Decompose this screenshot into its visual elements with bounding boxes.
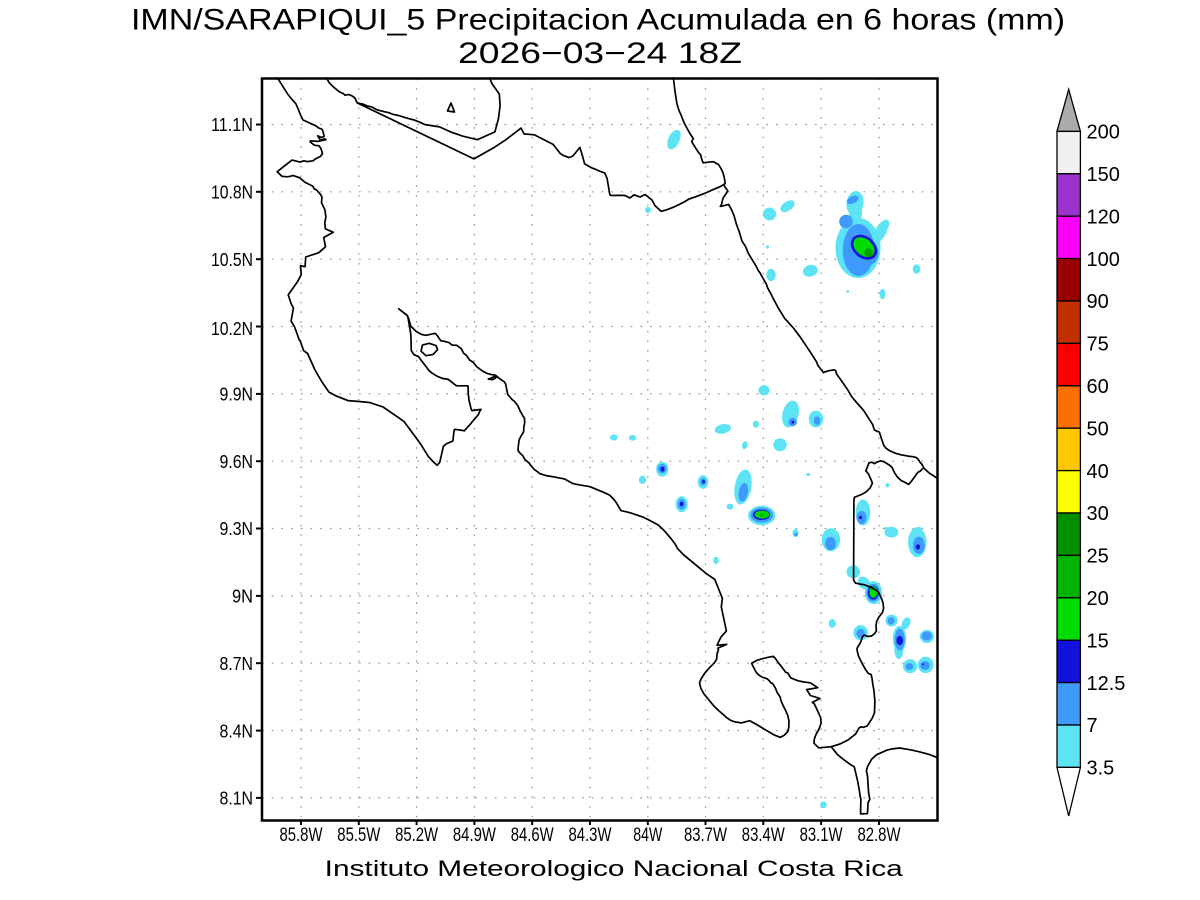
svg-text:IMN/SARAPIQUI_5 Precipitacion: IMN/SARAPIQUI_5 Precipitacion Acumulada … (131, 4, 1065, 37)
svg-text:25: 25 (1087, 546, 1109, 568)
svg-text:15: 15 (1087, 630, 1109, 652)
svg-text:75: 75 (1087, 334, 1109, 356)
svg-text:11.1N: 11.1N (211, 114, 253, 135)
svg-text:10.8N: 10.8N (211, 182, 253, 203)
svg-text:83.1W: 83.1W (800, 825, 843, 846)
svg-text:9.9N: 9.9N (220, 384, 254, 405)
svg-text:10.5N: 10.5N (211, 249, 253, 270)
svg-text:100: 100 (1087, 249, 1120, 271)
svg-text:8.1N: 8.1N (220, 788, 254, 809)
svg-text:2026−03−24 18Z: 2026−03−24 18Z (458, 37, 742, 70)
svg-text:9.3N: 9.3N (220, 518, 254, 539)
svg-text:8.7N: 8.7N (220, 653, 254, 674)
svg-text:50: 50 (1087, 418, 1109, 440)
svg-text:20: 20 (1087, 588, 1109, 610)
svg-text:40: 40 (1087, 461, 1109, 483)
svg-text:3.5: 3.5 (1087, 758, 1115, 780)
svg-text:8.4N: 8.4N (220, 720, 254, 741)
svg-text:82.8W: 82.8W (858, 825, 901, 846)
svg-text:9N: 9N (232, 586, 253, 607)
svg-text:85.5W: 85.5W (337, 825, 380, 846)
svg-text:60: 60 (1087, 376, 1109, 398)
svg-text:85.8W: 85.8W (280, 825, 323, 846)
svg-text:Instituto Meteorologico Nacion: Instituto Meteorologico Nacional Costa R… (325, 856, 904, 881)
svg-text:90: 90 (1087, 291, 1109, 313)
svg-text:84.3W: 84.3W (569, 825, 612, 846)
svg-text:84W: 84W (633, 825, 662, 846)
svg-text:83.7W: 83.7W (684, 825, 727, 846)
svg-text:120: 120 (1087, 206, 1120, 228)
svg-text:30: 30 (1087, 503, 1109, 525)
svg-text:83.4W: 83.4W (742, 825, 785, 846)
svg-text:84.9W: 84.9W (453, 825, 496, 846)
svg-text:10.2N: 10.2N (211, 318, 253, 339)
svg-text:9.6N: 9.6N (220, 451, 254, 472)
svg-text:85.2W: 85.2W (395, 825, 438, 846)
svg-text:200: 200 (1087, 122, 1120, 144)
svg-text:84.6W: 84.6W (511, 825, 554, 846)
svg-text:7: 7 (1087, 715, 1098, 737)
svg-text:12.5: 12.5 (1087, 673, 1126, 695)
svg-text:150: 150 (1087, 164, 1120, 186)
